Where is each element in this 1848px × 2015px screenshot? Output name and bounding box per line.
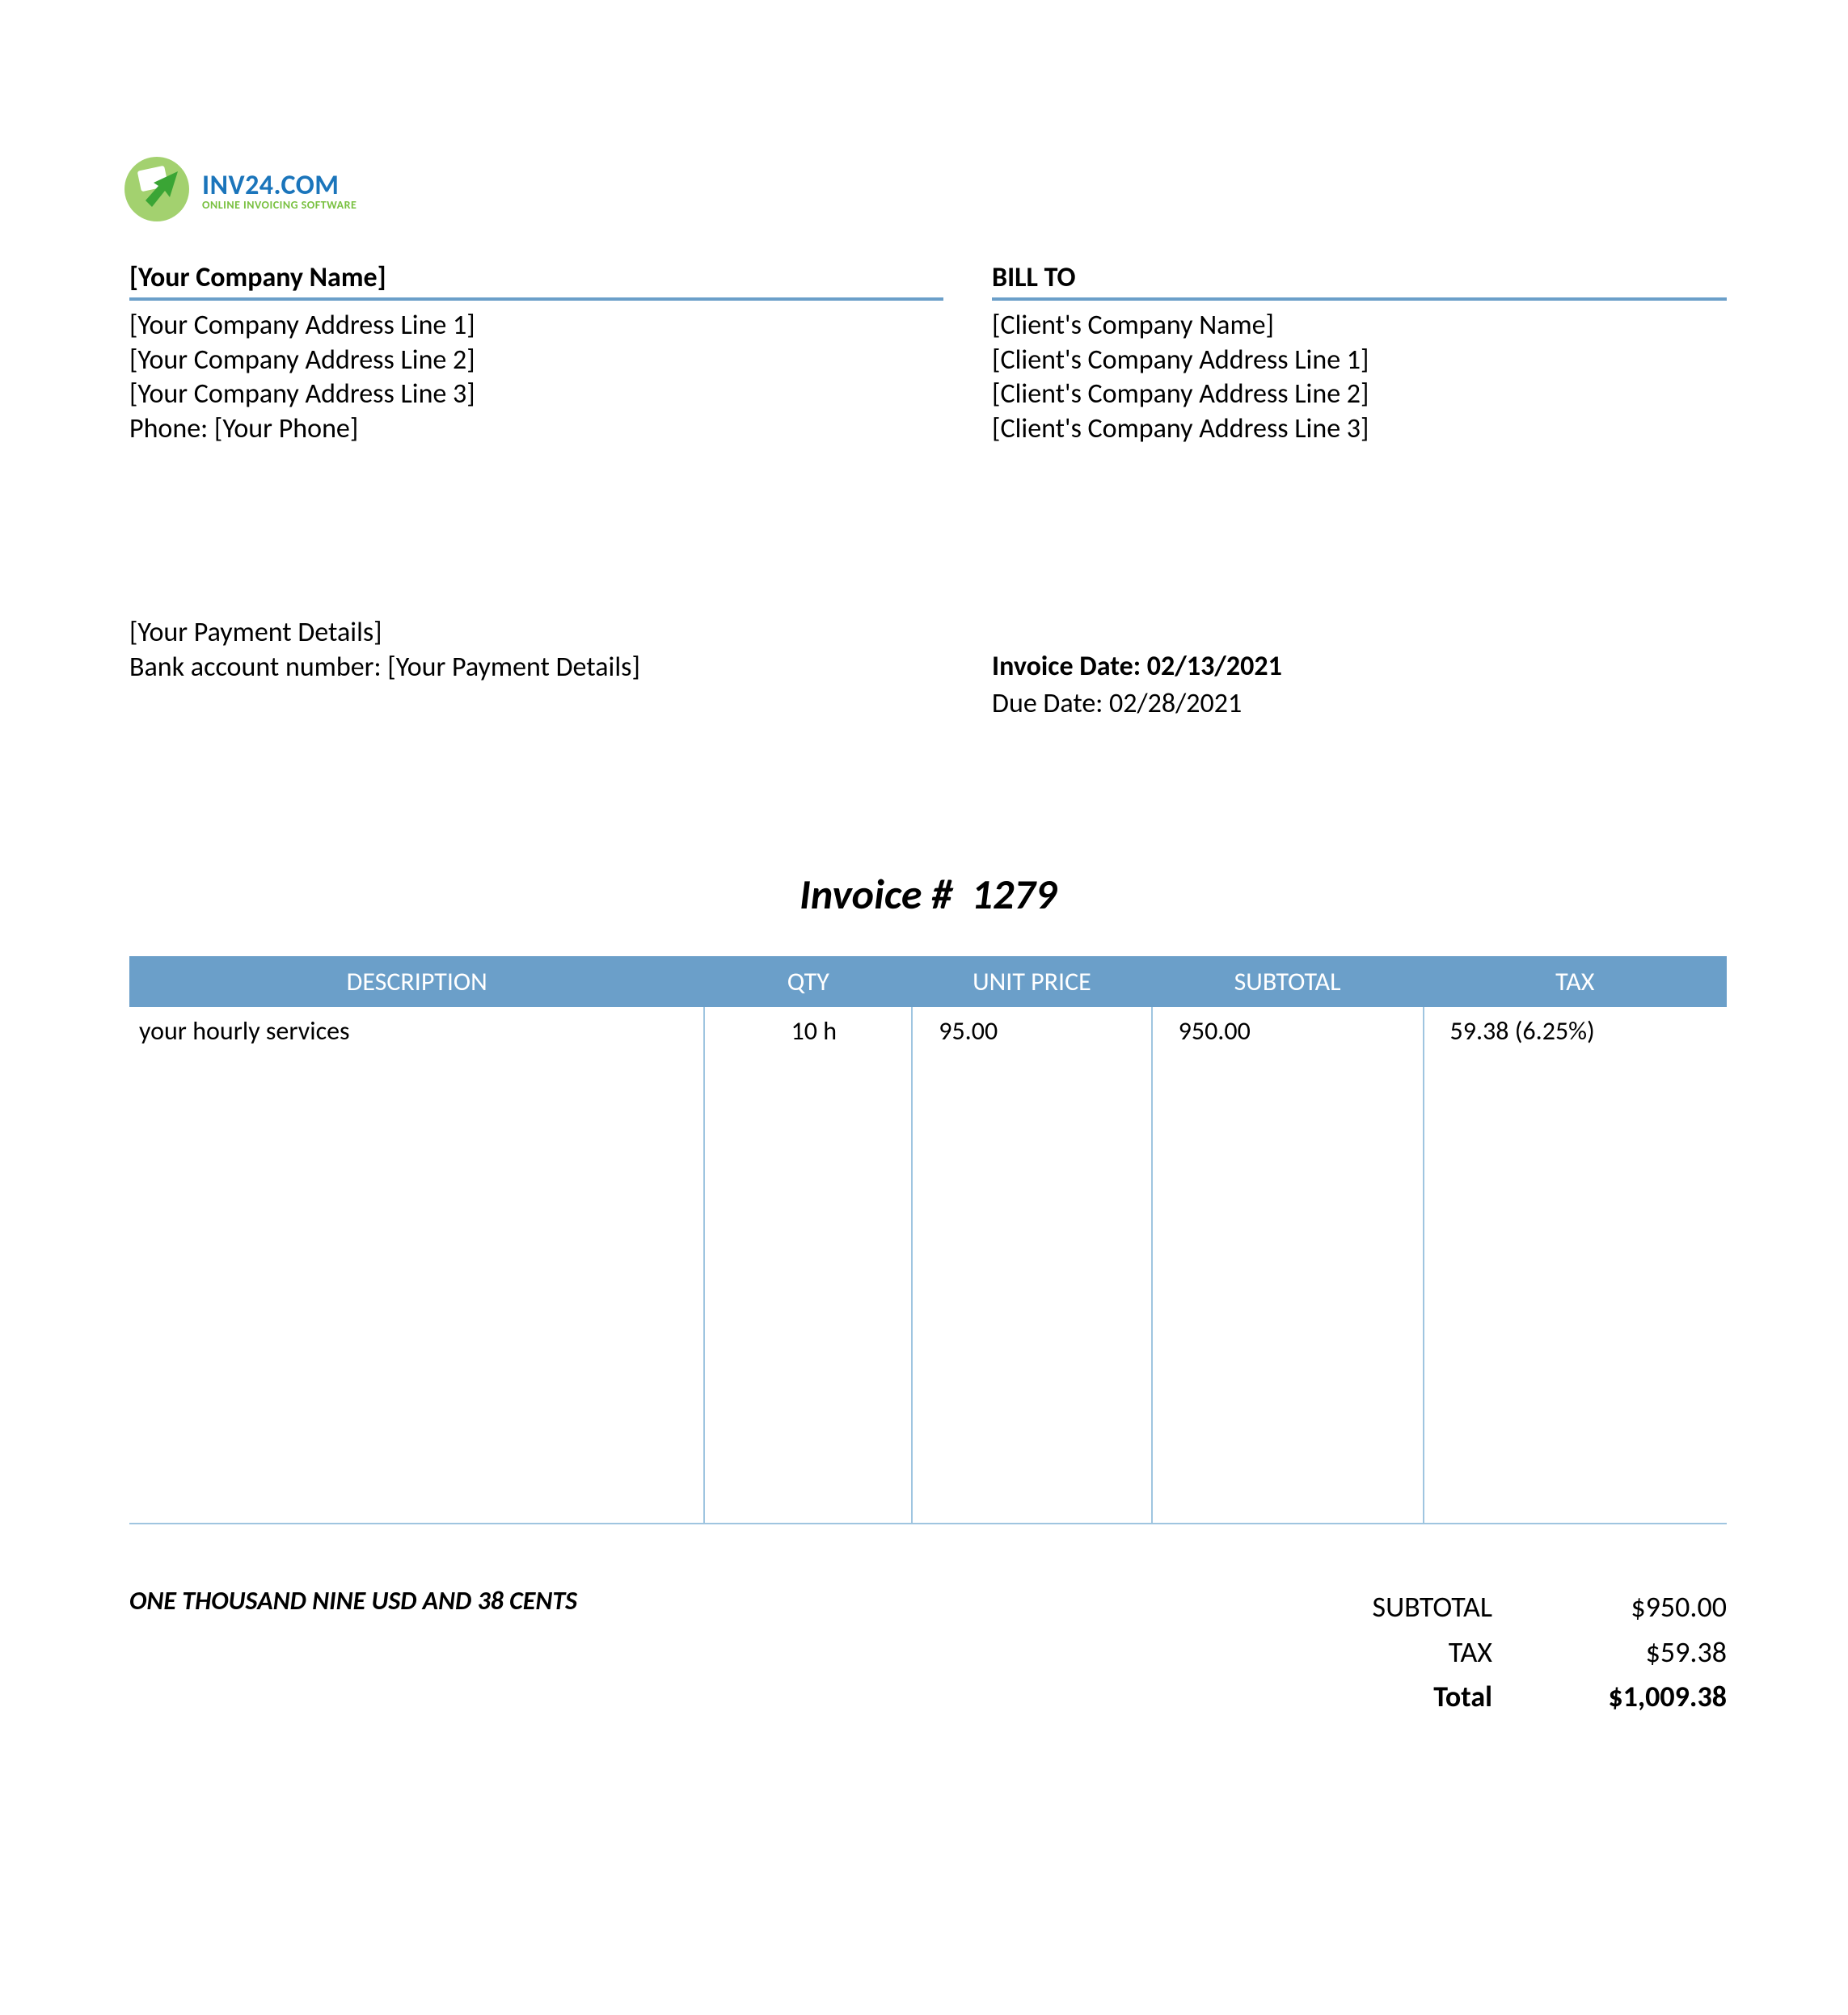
company-lines: [Your Company Address Line 1] [Your Comp… xyxy=(129,309,943,446)
cell-subtotal: 950.00 xyxy=(1152,1007,1424,1055)
invoice-date-row: Invoice Date: 02/13/2021 xyxy=(992,648,1727,685)
cell-unit: 95.00 xyxy=(912,1007,1151,1055)
invoice-number-label: Invoice # xyxy=(800,868,952,920)
table-row: your hourly services 10 h 95.00 950.00 5… xyxy=(129,1007,1727,1055)
payment-line: Bank account number: [Your Payment Detai… xyxy=(129,651,943,685)
totals-section: ONE THOUSAND NINE USD AND 38 CENTS SUBTO… xyxy=(129,1585,1727,1720)
invoice-number-value: 1279 xyxy=(972,868,1057,920)
filler-cell xyxy=(129,1055,704,1524)
header-columns: [Your Company Name] [Your Company Addres… xyxy=(129,261,1727,723)
due-date-value: 02/28/2021 xyxy=(1109,687,1242,720)
logo-icon xyxy=(121,154,192,229)
th-tax: TAX xyxy=(1424,956,1727,1007)
billto-line: [Client's Company Address Line 1] xyxy=(992,344,1727,378)
company-line: [Your Company Address Line 2] xyxy=(129,344,943,378)
cell-qty: 10 h xyxy=(704,1007,912,1055)
company-line: Phone: [Your Phone] xyxy=(129,412,943,447)
invoice-date-label: Invoice Date: xyxy=(992,650,1141,683)
billto-heading: BILL TO xyxy=(992,261,1727,301)
company-heading: [Your Company Name] xyxy=(129,261,943,301)
tax-value: $59.38 xyxy=(1533,1630,1727,1676)
billto-line: [Client's Company Name] xyxy=(992,309,1727,344)
billto-block: BILL TO [Client's Company Name] [Client'… xyxy=(992,261,1727,723)
payment-block: [Your Payment Details] Bank account numb… xyxy=(129,616,943,685)
tax-row: TAX $59.38 xyxy=(1209,1630,1727,1676)
payment-line: [Your Payment Details] xyxy=(129,616,943,651)
amount-in-words: ONE THOUSAND NINE USD AND 38 CENTS xyxy=(129,1585,577,1720)
subtotal-label: SUBTOTAL xyxy=(1209,1585,1533,1630)
invoice-number: Invoice # 1279 xyxy=(800,868,1057,920)
cell-tax: 59.38 (6.25%) xyxy=(1424,1007,1727,1055)
logo: INV24.COM ONLINE INVOICING SOFTWARE xyxy=(121,154,1727,229)
total-row: Total $1,009.38 xyxy=(1209,1675,1727,1720)
total-value: $1,009.38 xyxy=(1533,1675,1727,1720)
items-table: DESCRIPTION QTY UNIT PRICE SUBTOTAL TAX … xyxy=(129,956,1727,1524)
due-date-label: Due Date: xyxy=(992,687,1103,720)
cell-description: your hourly services xyxy=(129,1007,704,1055)
filler-cell xyxy=(1424,1055,1727,1524)
invoice-number-wrap: Invoice # 1279 xyxy=(129,868,1727,920)
filler-cell xyxy=(912,1055,1151,1524)
totals-table: SUBTOTAL $950.00 TAX $59.38 Total $1,009… xyxy=(1209,1585,1727,1720)
invoice-date-value: 02/13/2021 xyxy=(1147,650,1282,683)
tax-label: TAX xyxy=(1209,1630,1533,1676)
due-date-row: Due Date: 02/28/2021 xyxy=(992,685,1727,723)
company-line: [Your Company Address Line 3] xyxy=(129,377,943,412)
company-line: [Your Company Address Line 1] xyxy=(129,309,943,344)
billto-line: [Client's Company Address Line 3] xyxy=(992,412,1727,447)
billto-line: [Client's Company Address Line 2] xyxy=(992,377,1727,412)
table-filler-row xyxy=(129,1055,1727,1524)
dates-block: Invoice Date: 02/13/2021 Due Date: 02/28… xyxy=(992,648,1727,723)
filler-cell xyxy=(704,1055,912,1524)
invoice-page: INV24.COM ONLINE INVOICING SOFTWARE [You… xyxy=(0,0,1848,2015)
th-qty: QTY xyxy=(704,956,912,1007)
th-unit: UNIT PRICE xyxy=(912,956,1151,1007)
filler-cell xyxy=(1152,1055,1424,1524)
logo-tagline-text: ONLINE INVOICING SOFTWARE xyxy=(202,200,357,211)
subtotal-row: SUBTOTAL $950.00 xyxy=(1209,1585,1727,1630)
th-description: DESCRIPTION xyxy=(129,956,704,1007)
logo-brand-text: INV24.COM xyxy=(202,172,357,200)
th-subtotal: SUBTOTAL xyxy=(1152,956,1424,1007)
company-block: [Your Company Name] [Your Company Addres… xyxy=(129,261,943,723)
total-label: Total xyxy=(1209,1675,1533,1720)
table-header-row: DESCRIPTION QTY UNIT PRICE SUBTOTAL TAX xyxy=(129,956,1727,1007)
subtotal-value: $950.00 xyxy=(1533,1585,1727,1630)
billto-lines: [Client's Company Name] [Client's Compan… xyxy=(992,309,1727,446)
